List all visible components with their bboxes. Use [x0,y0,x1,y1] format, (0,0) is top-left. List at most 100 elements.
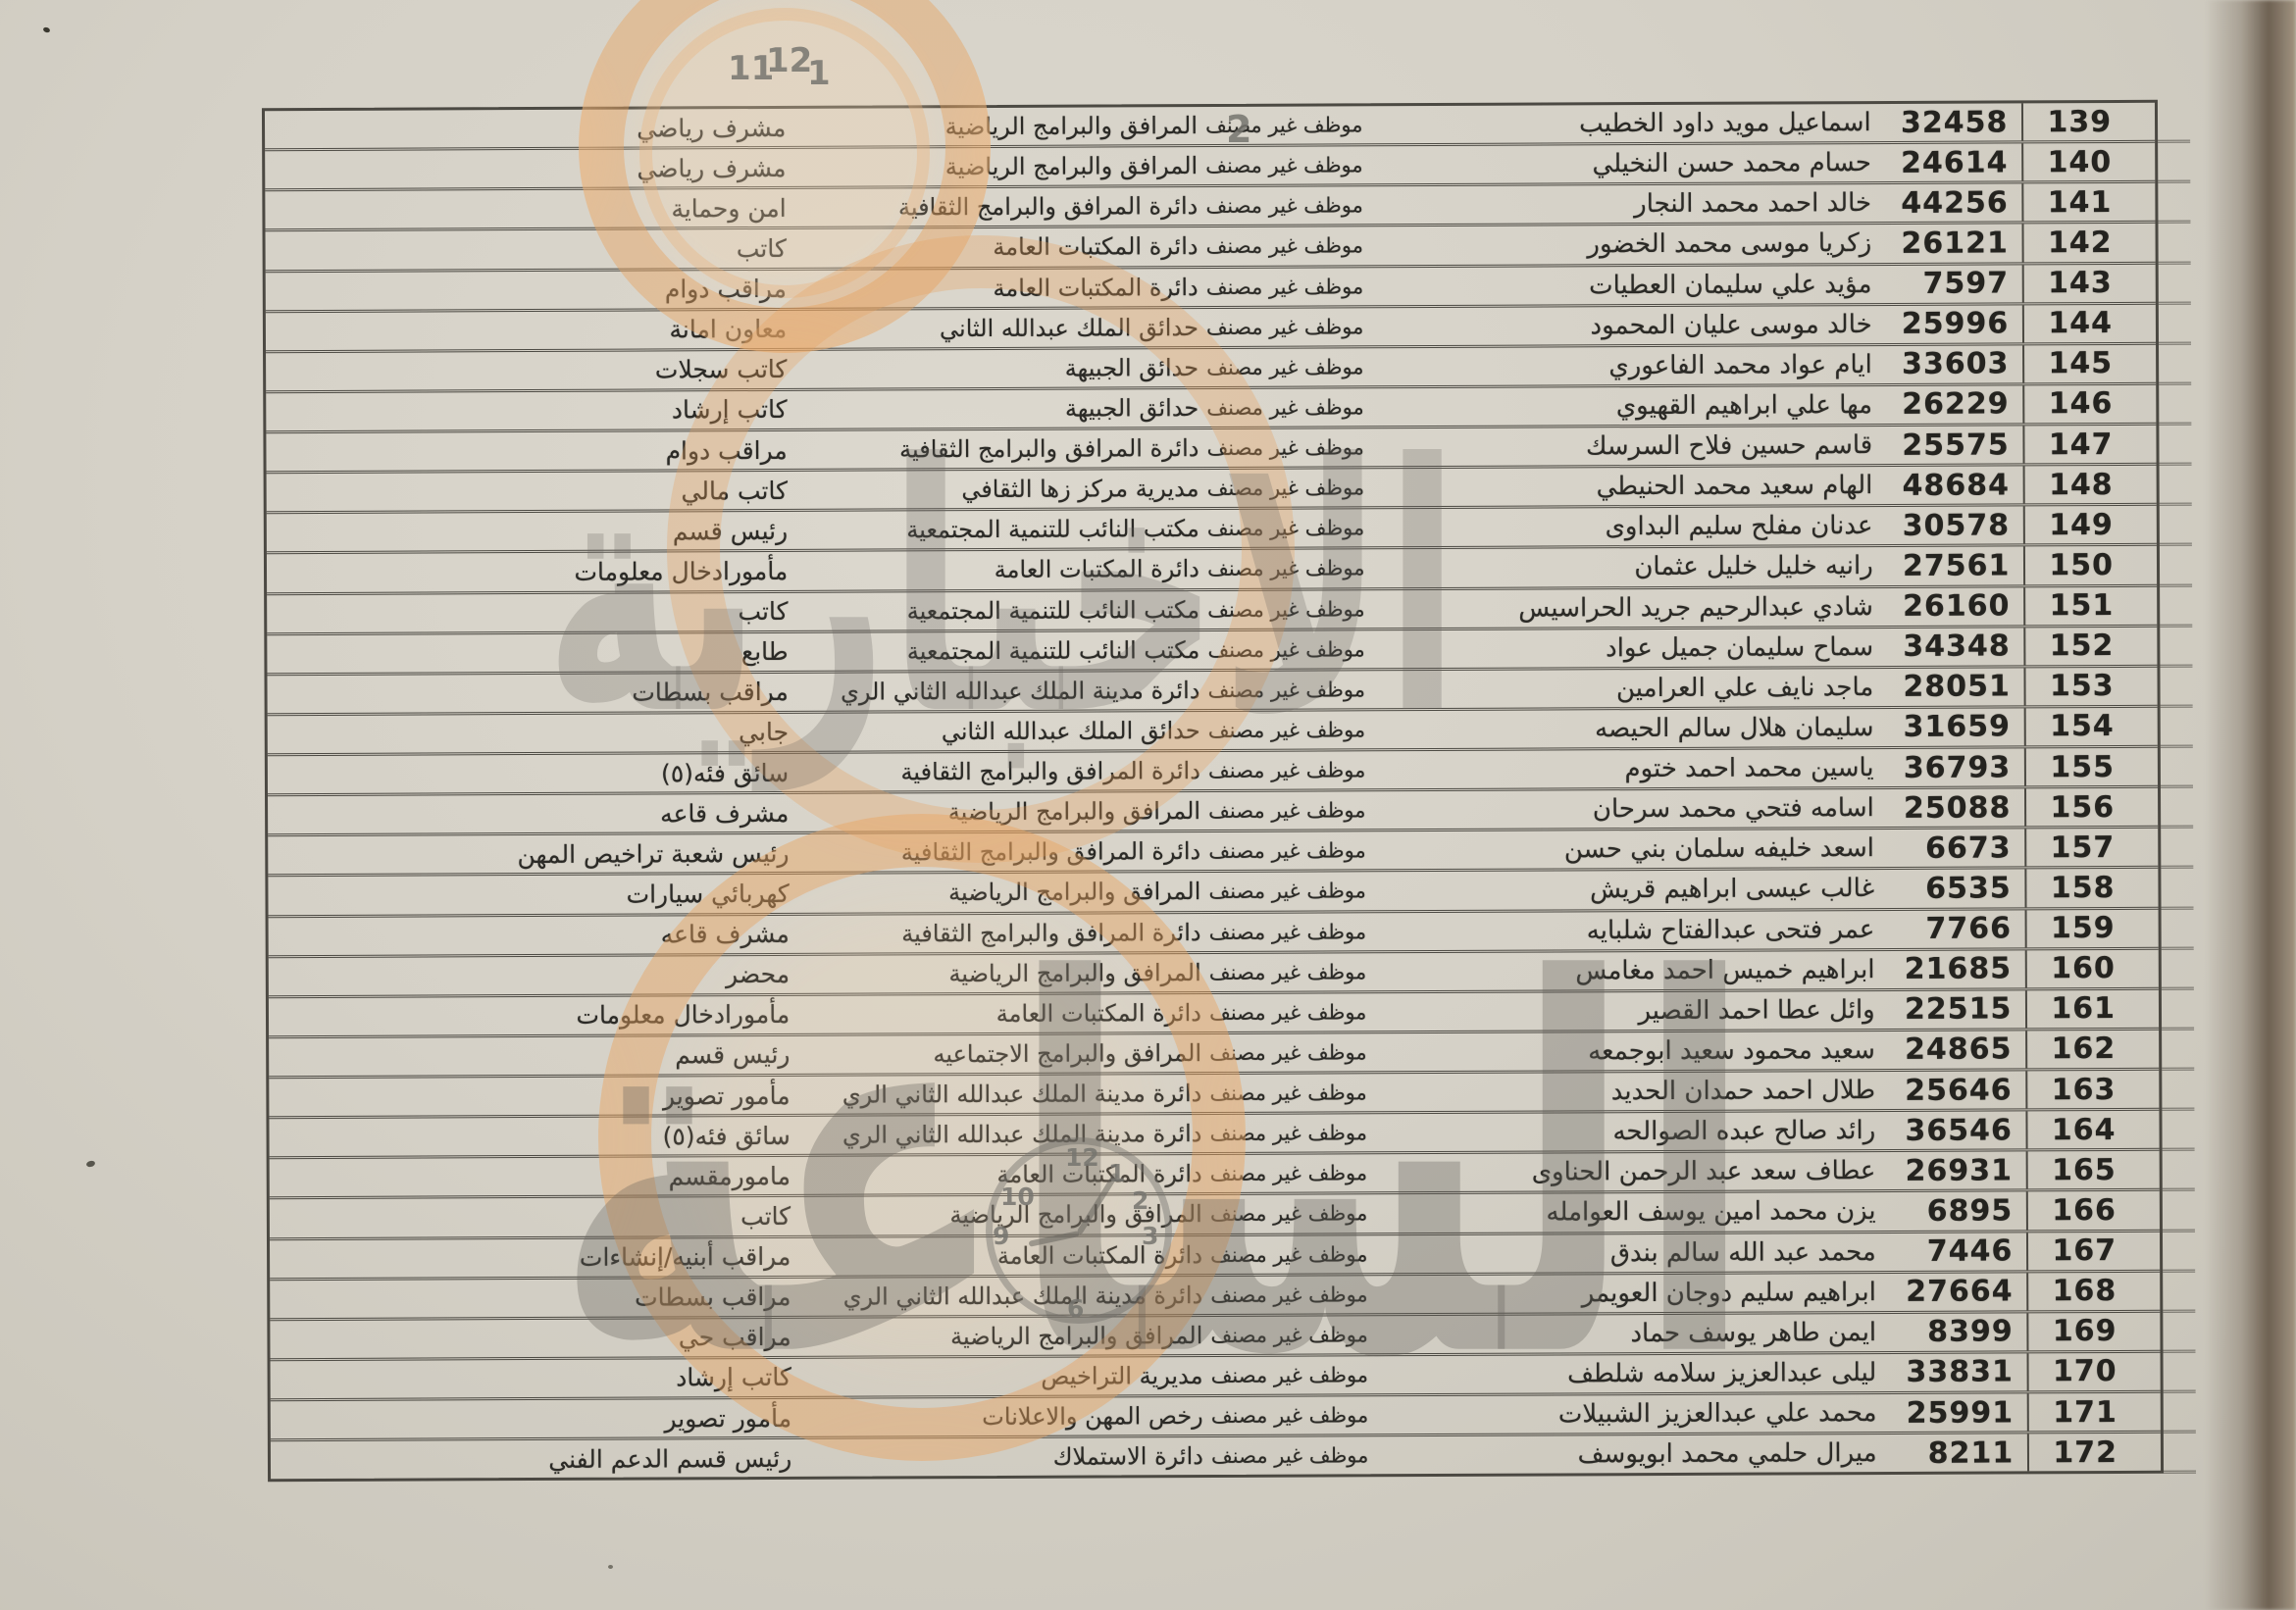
department-cell: دائرة مدينة الملك عبدالله الثاني الري [842,1120,1202,1149]
job-title-cell: جابي [739,718,790,747]
employee-number-cell: 26160 [1903,588,2011,624]
job-title-cell: مراقب بسطات [634,1283,791,1312]
classification-cell: موظف غير مصنف [1206,435,1364,461]
job-title-cell: مشرف رياضي [637,113,787,143]
classification-cell: موظف غير مصنف [1205,113,1363,138]
classification-cell: موظف غير مصنف [1209,1081,1367,1106]
employee-name-cell: رانيه خليل خليل عثمان [1634,551,1873,582]
employee-number-cell: 33831 [1906,1354,2014,1390]
department-cell: حدائق الملك عبدالله الثاني [939,313,1199,342]
classification-cell: موظف غير مصنف [1206,476,1365,501]
department-cell: دائرة المكتبات العامة [993,232,1199,262]
serial-number-cell: 166 [2026,1191,2160,1230]
serial-number-cell: 152 [2023,627,2158,666]
employee-number-cell: 7766 [1925,911,2012,946]
employee-number-cell: 36793 [1903,750,2012,785]
job-title-cell: كاتب إرشاد [671,395,788,425]
department-cell: المرافق والبرامج الرياضية [947,797,1201,827]
serial-number-cell: 142 [2021,224,2156,262]
employee-name-cell: ياسين محمد احمد ختوم [1624,753,1874,784]
employee-name-cell: ايام عواد محمد الفاعوري [1608,349,1872,381]
employee-number-cell: 25996 [1901,306,2010,342]
employee-number-cell: 22515 [1904,991,2013,1028]
employee-number-cell: 26931 [1905,1153,2014,1188]
department-cell: دائرة المكتبات العامة [993,273,1199,302]
department-cell: المرافق والبرامج الرياضية [944,112,1199,141]
employee-number-cell: 8399 [1927,1314,2014,1350]
serial-number-cell: 153 [2023,667,2158,706]
department-cell: مديرية التراخيص [1041,1361,1203,1390]
employee-name-cell: طلال احمد حمدان الحديد [1610,1076,1876,1107]
department-cell: حدائق الملك عبدالله الثاني [941,716,1200,746]
employee-number-cell: 7597 [1922,266,2010,301]
job-title-cell: كاتب سجلات [654,355,788,384]
employee-name-cell: عطاف سعد عبد الرحمن الحناوى [1531,1156,1876,1187]
department-cell: دائرة المرافق والبرامج الثقافية [901,918,1201,947]
job-title-cell: رئيس قسم الدعم الفني [548,1443,792,1474]
ink-speck [42,25,51,34]
employee-number-cell: 27561 [1902,548,2011,583]
serial-number-cell: 154 [2023,707,2158,746]
employee-name-cell: مؤيد علي سليمان العطيات [1589,269,1872,300]
serial-number-cell: 162 [2025,1030,2160,1069]
clock-numeral: 11 [728,49,775,88]
employee-number-cell: 7446 [1926,1233,2014,1269]
classification-cell: موظف غير مصنف [1206,355,1364,379]
employee-number-cell: 44256 [1901,185,2009,221]
employee-name-cell: وائل عطا احمد القصير [1638,994,1875,1026]
employee-name-cell: اسعد خليفه سلمان بني حسن [1563,833,1875,865]
serial-number-cell: 160 [2025,949,2159,988]
department-cell: المرافق والبرامج الاجتماعيه [933,1038,1202,1069]
job-title-cell: مشرف قاعه [660,919,790,949]
classification-cell: موظف غير مصنف [1209,1121,1367,1146]
table-row: 172 8211 ميرال حلمي محمد ابويوسف موظف غي… [271,1433,2162,1480]
employee-name-cell: خالد احمد محمد النجار [1634,188,1872,220]
classification-cell: موظف غير مصنف [1208,838,1366,864]
job-title-cell: مراقب دوام [665,435,788,465]
serial-number-cell: 155 [2024,747,2158,786]
serial-number-cell: 158 [2024,869,2159,907]
employee-number-cell: 25575 [1902,428,2010,463]
employee-name-cell: مها علي ابراهيم القهيوي [1615,389,1873,422]
employee-name-cell: عدنان مفلح سليم البداوى [1605,511,1873,542]
job-title-cell: مشرف قاعه [660,798,790,829]
serial-number-cell: 168 [2026,1272,2161,1311]
classification-cell: موظف غير مصنف [1205,315,1364,339]
classification-cell: موظف غير مصنف [1205,153,1363,178]
serial-number-cell: 143 [2021,264,2156,303]
employee-name-cell: خالد موسى عليان المحمود [1590,309,1872,341]
serial-number-cell: 171 [2026,1392,2161,1432]
job-title-cell: سائق فئه(٥) [662,1121,791,1151]
employee-name-cell: محمد عبد الله سالم بندق [1609,1236,1876,1268]
classification-cell: موظف غير مصنف [1207,678,1366,702]
employee-name-cell: غالب عيسى ابراهيم قريش [1590,874,1875,905]
serial-number-cell: 148 [2022,465,2157,504]
employee-name-cell: عمر فتحى عبدالفتاح شلبايه [1586,914,1875,945]
employee-name-cell: سماح سليمان جميل عواد [1606,631,1874,663]
classification-cell: موظف غير مصنف [1207,556,1365,581]
job-title-cell: كاتب إرشاد [676,1363,791,1392]
scan-edge-shadow [2205,0,2296,1610]
classification-cell: موظف غير مصنف [1208,879,1366,904]
classification-cell: موظف غير مصنف [1207,637,1365,662]
employee-number-cell: 25991 [1906,1395,2015,1431]
department-cell: دائرة الاستملاك [1052,1442,1203,1471]
employee-number-cell: 28051 [1903,669,2011,705]
employee-number-cell: 25646 [1905,1073,2013,1108]
employee-number-cell: 36546 [1905,1113,2013,1148]
serial-number-cell: 170 [2026,1352,2161,1391]
job-title-cell: محضر [726,960,791,989]
classification-cell: موظف غير مصنف [1210,1241,1368,1267]
department-cell: رخص المهن والاعلانات [982,1402,1203,1432]
employee-name-cell: ايمن طاهر يوسف حماد [1630,1317,1877,1348]
department-cell: دائرة مدينة الملك عبدالله الثاني الري [840,676,1200,706]
classification-cell: موظف غير مصنف [1210,1283,1368,1307]
employee-number-cell: 32458 [1900,105,2009,140]
serial-number-cell: 169 [2026,1312,2161,1351]
job-title-cell: مشرف رياضي [637,153,787,183]
job-title-cell: مأمورادخال معلومات [574,556,789,586]
job-title-cell: مأمورادخال معلومات [576,1000,791,1031]
job-title-cell: مراقب دوام [664,274,788,304]
ink-speck [85,1159,96,1169]
